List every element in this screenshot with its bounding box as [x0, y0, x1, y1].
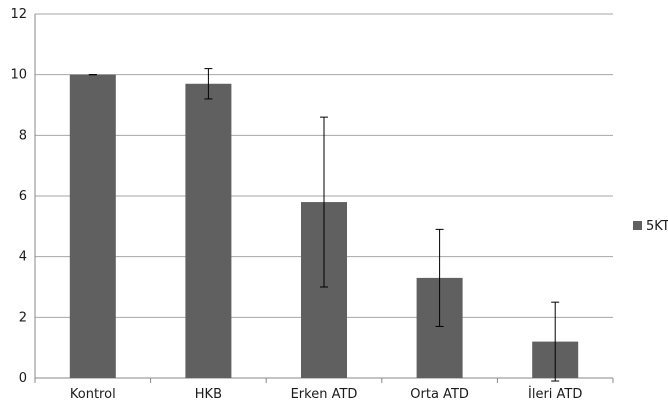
y-tick-label: 8	[19, 128, 27, 143]
x-tick-label: Erken ATD	[291, 387, 358, 402]
y-tick-label: 6	[19, 189, 27, 204]
y-tick-label: 4	[19, 250, 27, 265]
bar	[185, 83, 232, 379]
bar	[69, 74, 116, 379]
bars	[69, 74, 579, 379]
legend-label: 5KT	[646, 219, 668, 234]
x-tick-label: HKB	[195, 387, 222, 402]
x-tick-label: Orta ATD	[410, 387, 469, 402]
x-tick-label: İleri ATD	[528, 386, 582, 402]
legend: 5KT	[633, 219, 668, 234]
legend-entry: 5KT	[633, 219, 668, 234]
error-bar	[320, 116, 328, 288]
error-bars	[88, 68, 560, 382]
x-tick-label: Kontrol	[70, 387, 116, 402]
y-tick-label: 0	[19, 371, 27, 386]
error-bar	[551, 301, 560, 382]
y-tick-label: 10	[10, 68, 27, 83]
y-tick-label: 12	[10, 7, 27, 22]
error-bar	[435, 228, 444, 327]
error-bar	[204, 68, 213, 100]
legend-swatch	[633, 221, 642, 230]
axis-labels: 0 2 4 6 8 10 12 Kontrol HKB Erken ATD Orta ATD İler…	[10, 7, 582, 402]
y-tick-label: 2	[19, 310, 27, 325]
